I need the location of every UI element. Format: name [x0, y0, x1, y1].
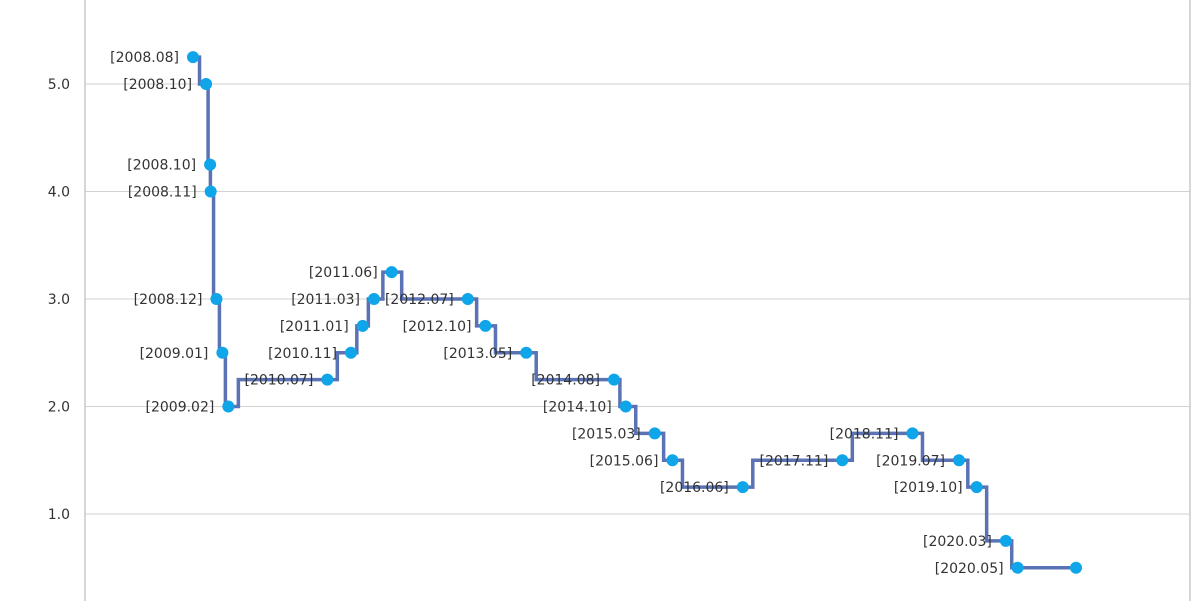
data-label: [2011.03]	[291, 292, 360, 308]
data-label: [2019.07]	[876, 453, 945, 469]
y-tick-label: 2.0	[48, 400, 70, 416]
data-label: [2013.05]	[443, 346, 512, 362]
data-label: [2018.11]	[830, 426, 899, 442]
data-point	[321, 373, 334, 386]
data-label: [2008.08]	[110, 50, 179, 66]
data-label: [2016.06]	[660, 480, 729, 496]
data-point	[461, 293, 474, 305]
y-tick-labels: 1.0 2.0 3.0 4.0 5.0	[48, 77, 70, 523]
data-point	[1011, 561, 1024, 574]
gridlines	[85, 83, 1190, 515]
data-point	[187, 51, 199, 64]
data-point	[204, 185, 217, 198]
data-point	[666, 454, 679, 467]
data-point	[344, 346, 357, 359]
data-point	[999, 534, 1012, 547]
data-label: [2008.10]	[123, 77, 192, 93]
data-label: [2020.05]	[935, 561, 1004, 577]
y-tick-label: 1.0	[48, 507, 70, 523]
data-point	[648, 427, 661, 440]
data-point	[479, 319, 492, 332]
data-label: [2014.10]	[543, 400, 612, 416]
data-point	[356, 319, 369, 332]
data-point	[520, 346, 533, 359]
data-point	[210, 293, 223, 305]
data-label: [2010.11]	[268, 346, 337, 362]
data-label: [2012.07]	[385, 292, 454, 308]
data-label: [2014.08]	[531, 373, 600, 389]
data-point	[200, 78, 213, 90]
data-point	[385, 266, 398, 279]
data-point	[222, 400, 235, 413]
data-label: [2008.12]	[134, 292, 203, 308]
data-label: [2009.01]	[140, 346, 209, 362]
data-point	[619, 400, 632, 413]
data-label: [2012.10]	[403, 319, 472, 335]
data-point	[970, 481, 983, 494]
data-point	[608, 373, 621, 386]
data-label: [2009.02]	[146, 400, 215, 416]
data-point	[906, 427, 919, 440]
data-labels: [2008.08] [2008.10] [2008.10] [2008.11] [200…	[110, 50, 1003, 577]
data-point	[216, 346, 229, 359]
data-label: [2011.06]	[309, 265, 378, 281]
data-label: [2020.03]	[923, 534, 992, 550]
data-point	[1070, 561, 1082, 574]
data-label: [2011.01]	[280, 319, 349, 335]
y-tick-label: 3.0	[48, 292, 70, 308]
data-label: [2015.06]	[590, 453, 659, 469]
y-tick-label: 5.0	[48, 77, 70, 93]
y-tick-label: 4.0	[48, 185, 70, 201]
data-label: [2008.11]	[128, 185, 197, 201]
data-label: [2015.03]	[572, 426, 641, 442]
data-point	[736, 481, 749, 494]
data-label: [2008.10]	[127, 158, 196, 174]
data-label: [2010.07]	[244, 373, 313, 389]
data-point	[204, 158, 217, 171]
data-point	[836, 454, 849, 467]
data-points	[187, 51, 1082, 574]
data-label: [2017.11]	[759, 453, 828, 469]
data-label: [2019.10]	[894, 480, 963, 496]
data-point	[952, 454, 965, 467]
data-point	[368, 293, 381, 305]
